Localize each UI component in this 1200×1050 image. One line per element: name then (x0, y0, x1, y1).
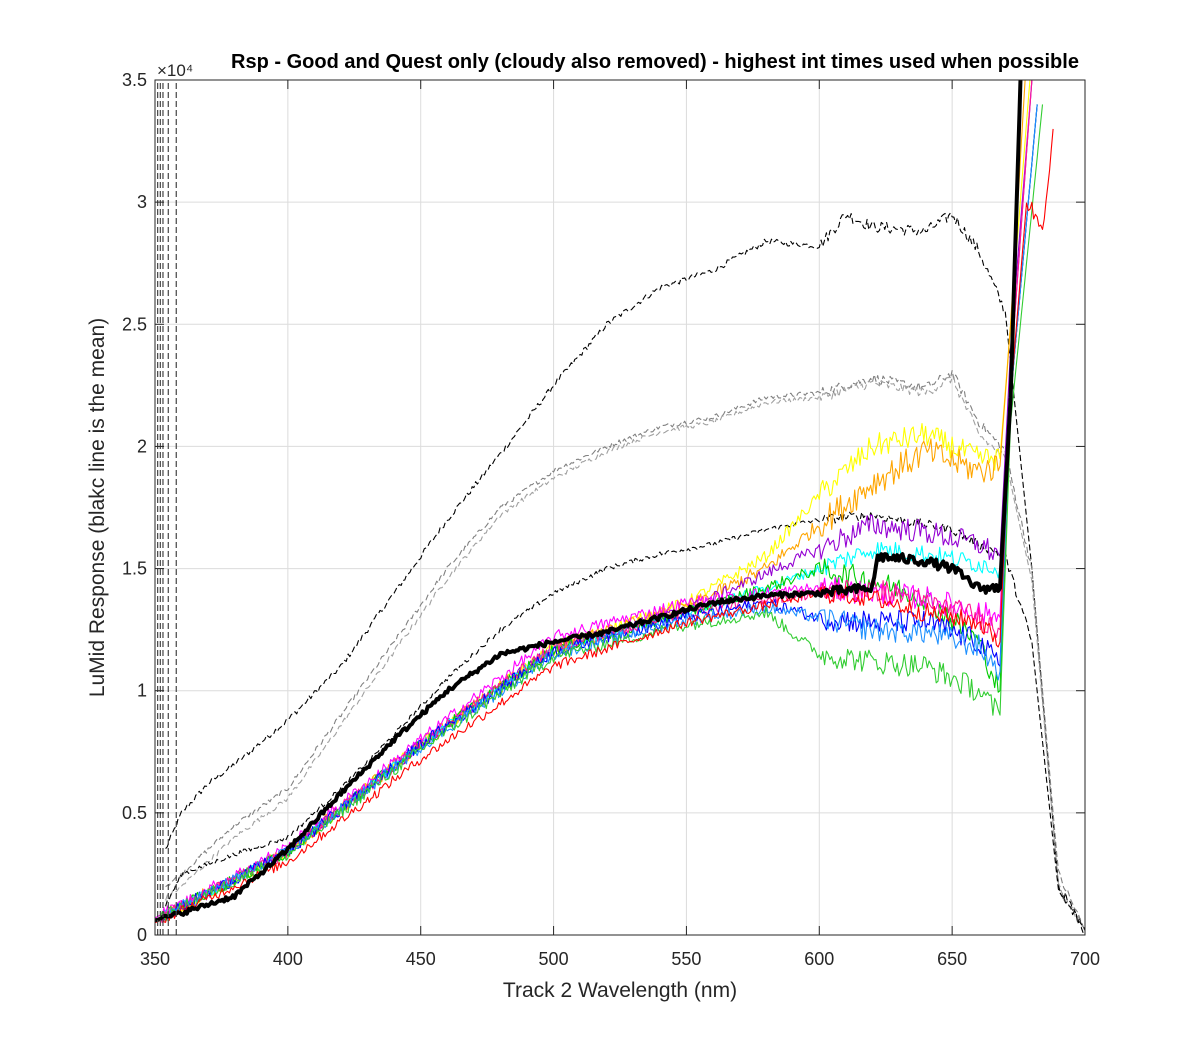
series-line (155, 80, 1033, 919)
series-line (165, 376, 1085, 931)
chart-title: Rsp - Good and Quest only (cloudy also r… (231, 51, 1079, 73)
x-tick-label: 650 (937, 949, 967, 969)
x-tick-label: 450 (406, 949, 436, 969)
x-tick-label: 500 (539, 949, 569, 969)
y-tick-label: 3 (137, 192, 147, 212)
series-line (155, 104, 1038, 921)
series-line (165, 370, 1085, 931)
series-line (165, 212, 1085, 934)
x-tick-label: 350 (140, 949, 170, 969)
series-line (155, 80, 1033, 921)
y-tick-label: 0 (137, 925, 147, 945)
x-tick-label: 400 (273, 949, 303, 969)
series-line (155, 80, 1033, 924)
plot-area (155, 80, 1085, 935)
ticks: 350 400 450 500 550 600 650 700 0 0.5 1 1.5 2 2.5 3 3.5 (122, 70, 1100, 969)
axes-box (154, 79, 1086, 936)
grid (154, 79, 1086, 936)
x-tick-label: 600 (804, 949, 834, 969)
y-axis-exponent: ×10⁴ (157, 61, 193, 80)
series-line (155, 104, 1038, 921)
y-axis-label: LuMid Response (blakc line is the mean) (86, 318, 109, 697)
series-line (155, 104, 1038, 921)
y-tick-label: 1.5 (122, 559, 147, 579)
y-tick-label: 1 (137, 681, 147, 701)
series-line (155, 128, 1054, 924)
y-tick-label: 0.5 (122, 803, 147, 823)
x-tick-label: 700 (1070, 949, 1100, 969)
x-axis-label: Track 2 Wavelength (nm) (503, 979, 737, 1002)
series-line (155, 80, 1033, 922)
mean-series-line (155, 80, 1023, 923)
y-tick-label: 3.5 (122, 70, 147, 90)
y-tick-label: 2.5 (122, 314, 147, 334)
series-line (165, 511, 1085, 931)
x-tick-label: 550 (671, 949, 701, 969)
y-tick-label: 2 (137, 436, 147, 456)
